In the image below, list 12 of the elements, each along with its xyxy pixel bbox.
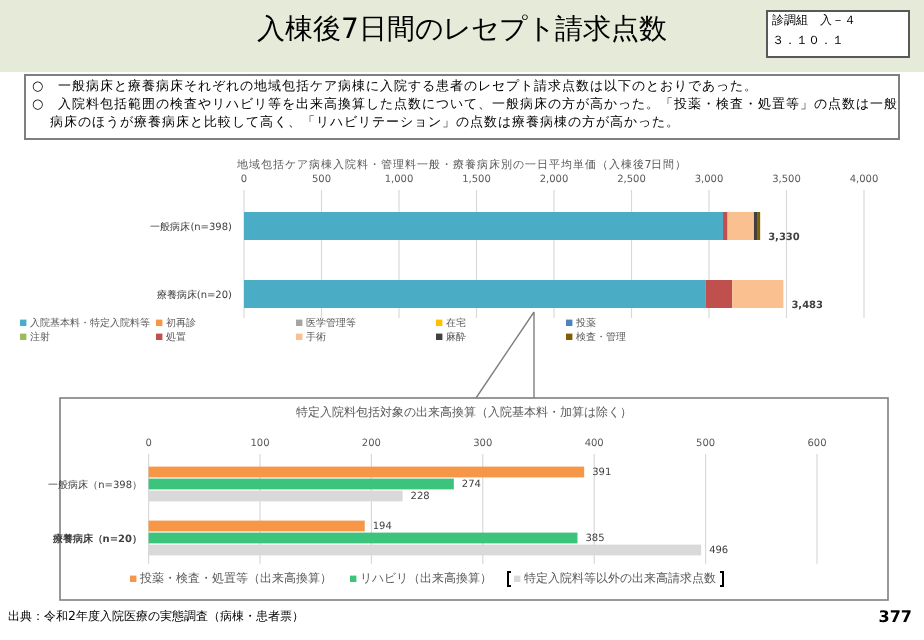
text: 入棟後7日間のレセプト請求点数 bbox=[257, 14, 667, 46]
bar bbox=[148, 532, 578, 544]
bar bbox=[244, 212, 723, 240]
bar bbox=[727, 212, 754, 240]
bar bbox=[148, 478, 454, 490]
bar bbox=[148, 520, 365, 532]
bar bbox=[705, 280, 733, 308]
bar bbox=[244, 280, 706, 308]
bar bbox=[722, 212, 728, 240]
bar bbox=[732, 280, 784, 308]
text: 377 bbox=[878, 608, 912, 626]
bar bbox=[148, 466, 585, 478]
